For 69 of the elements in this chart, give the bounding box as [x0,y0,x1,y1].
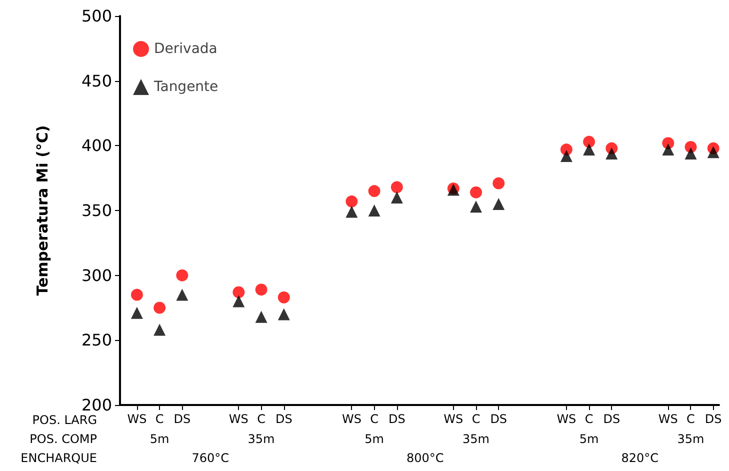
legend-label: Tangente [153,79,218,95]
y-tick-label: 300 [81,266,112,285]
point [176,269,188,282]
x-tick-label: WS [556,412,576,426]
x-tick-label: WS [342,412,362,426]
text: POS. LARG [32,413,97,427]
point [176,288,188,301]
x-tick-label: DS [174,412,191,426]
y-tick-label: 350 [81,201,112,220]
point [662,144,674,156]
x-tick-label: C [155,412,164,426]
text: 800°C [406,451,444,465]
point [606,147,618,160]
x-tick-label: DS [490,412,508,426]
point [492,177,505,190]
point [255,310,268,323]
text: 35m [248,432,275,446]
point [470,200,482,213]
text: 5m [150,432,170,446]
legend-label: Derivada [154,41,218,57]
text: 35m [462,432,490,446]
y-tick-label: 450 [81,71,112,90]
point [154,324,166,336]
x-tick-label: WS [228,412,248,426]
x-tick-label: DS [704,412,722,426]
point [583,136,596,148]
x-tick-label: DS [388,412,406,426]
point [583,144,596,156]
x-tick-label: C [370,412,378,426]
point [368,204,380,216]
point [278,308,290,320]
y-tick-label: 500 [81,6,112,26]
point [560,150,572,162]
point [232,286,245,298]
point [130,288,143,301]
x-tick-label: DS [275,412,292,426]
x-tick-label: WS [444,412,464,426]
point [130,306,143,319]
text: 5m [364,432,384,446]
point [346,206,358,218]
y-axis-title: Temperatura Mi (°C) [34,125,52,296]
y-tick-label: 200 [81,396,112,414]
point [684,147,697,160]
x-tick-label: DS [603,412,620,426]
x-tick-label: C [686,412,695,426]
text: 820°C [621,451,659,465]
x-tick-label: C [584,412,594,426]
point [492,198,505,210]
y-tick-label: 400 [81,136,112,156]
point [346,195,358,208]
point [390,181,403,194]
point [470,186,482,198]
point [707,146,720,158]
point [255,284,268,296]
point [154,302,166,314]
point [390,192,403,204]
text: 35m [677,432,704,446]
x-tick-label: WS [658,412,678,426]
text: POS. COMP [30,432,97,446]
point [368,185,380,198]
point [278,291,290,304]
x-tick-label: C [257,412,266,426]
text: 5m [579,432,599,446]
x-tick-label: WS [127,412,147,426]
x-tick-label: C [472,412,480,426]
y-tick-label: 250 [81,330,112,350]
point [232,295,245,308]
text: ENCHARQUE [20,451,97,465]
text: 760°C [192,451,230,465]
